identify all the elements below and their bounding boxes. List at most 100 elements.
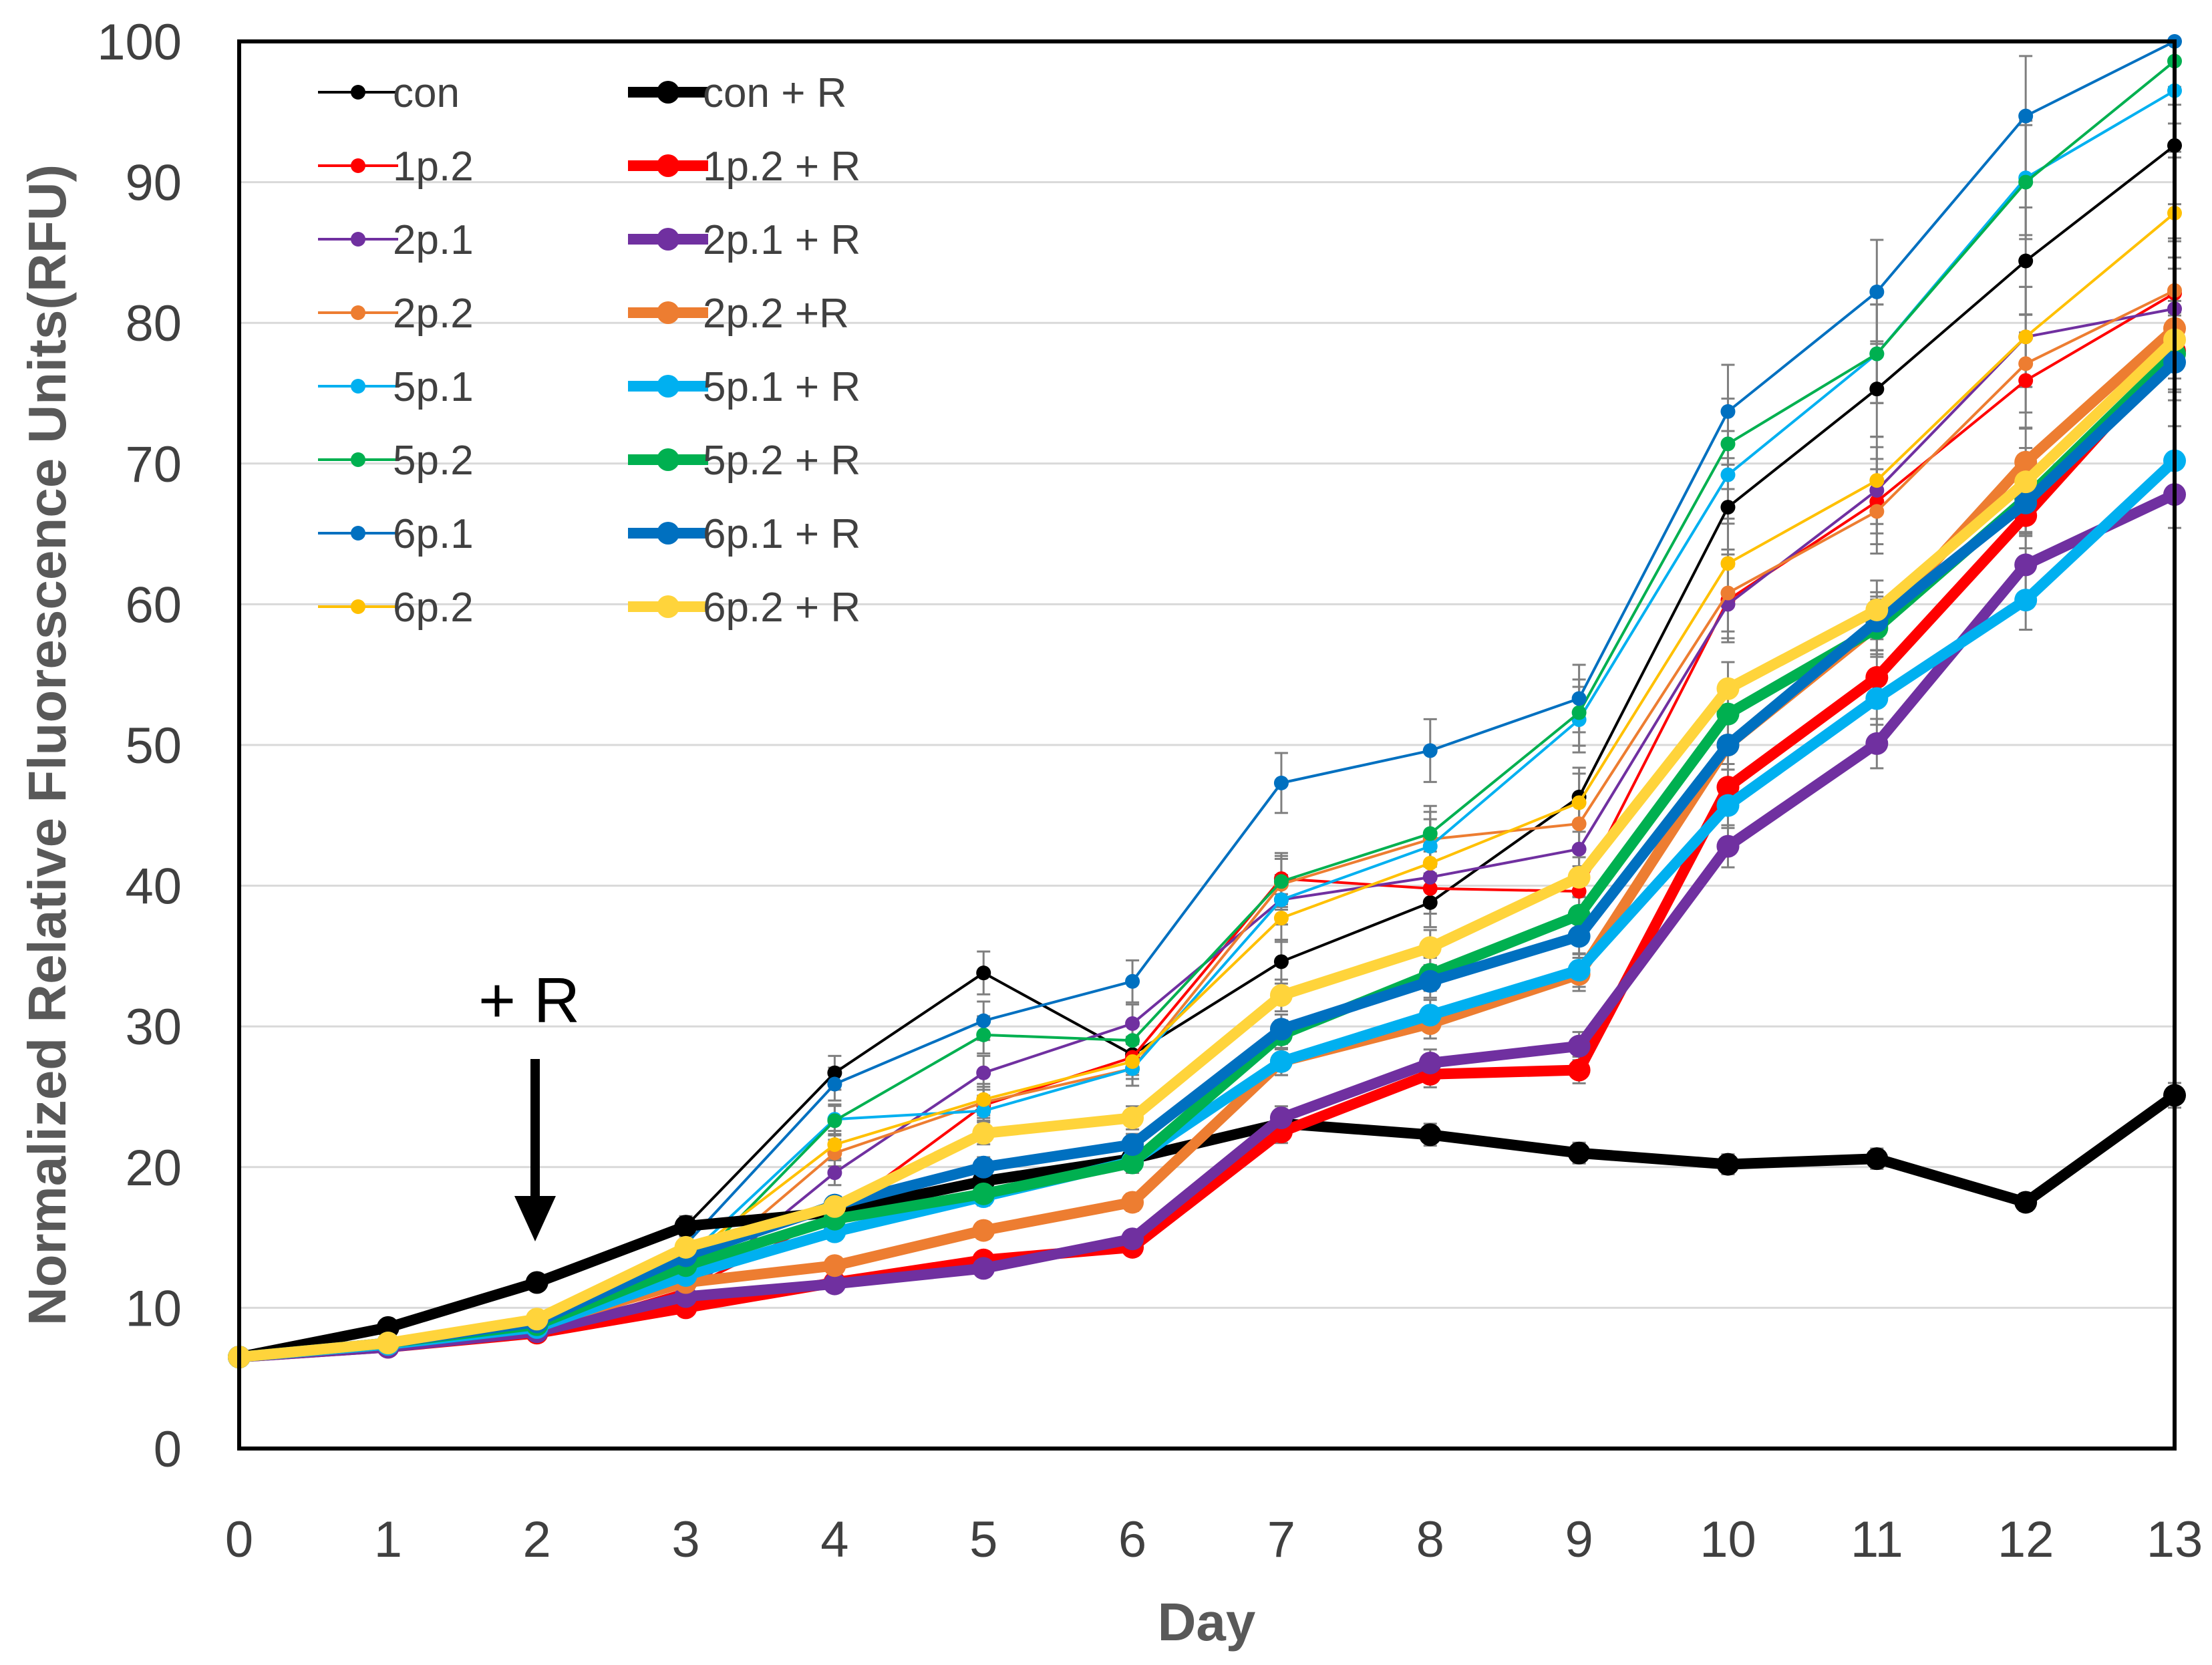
data-point — [1269, 1018, 1293, 1041]
x-tick-label: 12 — [1998, 1511, 2054, 1568]
data-point — [1125, 1016, 1140, 1031]
data-point — [976, 1065, 991, 1080]
data-point — [1865, 665, 1889, 689]
y-tick-label: 60 — [125, 577, 182, 633]
y-tick-label: 90 — [125, 155, 182, 212]
legend-swatch-marker — [657, 375, 679, 398]
data-point — [827, 1137, 842, 1153]
data-point — [2018, 373, 2034, 388]
x-tick-label: 11 — [1851, 1511, 1903, 1568]
data-point — [1418, 969, 1442, 993]
data-point — [1720, 467, 1736, 482]
data-point — [2018, 356, 2034, 371]
legend-item: 5p.2 + R — [628, 438, 860, 484]
data-point — [1567, 925, 1591, 948]
legend-swatch-marker — [351, 379, 365, 394]
data-point — [1716, 1153, 1740, 1176]
data-point — [1418, 1004, 1442, 1027]
data-point — [1422, 839, 1438, 854]
y-tick-label: 100 — [97, 14, 182, 71]
legend-label: 2p.2 +R — [703, 291, 849, 337]
data-point — [674, 1215, 697, 1238]
data-point — [1418, 1051, 1442, 1074]
legend-swatch-marker — [657, 522, 679, 545]
x-tick-label: 0 — [225, 1511, 253, 1568]
data-point — [1567, 1141, 1591, 1165]
legend-label: 2p.1 — [393, 217, 474, 263]
data-point — [1121, 1191, 1144, 1214]
data-point — [1571, 816, 1587, 831]
annotation-arrow-head — [514, 1196, 556, 1241]
data-point — [823, 1272, 846, 1296]
data-point — [976, 1013, 991, 1028]
legend-item: 2p.2 +R — [628, 291, 849, 337]
data-point — [1865, 598, 1889, 621]
data-point — [976, 1103, 991, 1118]
data-point — [972, 1122, 995, 1145]
data-point — [2018, 174, 2034, 190]
data-point — [1865, 732, 1889, 755]
data-point — [972, 1257, 995, 1280]
x-tick-label: 2 — [523, 1511, 551, 1568]
data-point — [827, 1065, 842, 1080]
y-axis-title: Normalized Relative Fluorescence Units(R… — [17, 164, 77, 1326]
data-point — [2014, 589, 2038, 612]
gridlines — [239, 181, 2175, 1309]
data-point — [1567, 1058, 1591, 1082]
legend-swatch-marker — [657, 595, 679, 618]
data-point — [1720, 404, 1736, 419]
y-axis-tick-labels: 0 10 20 30 40 50 60 70 80 90 100 — [97, 14, 182, 1478]
legend-item: 5p.2 — [318, 438, 474, 484]
series-lines — [228, 34, 2186, 1369]
data-point — [972, 1155, 995, 1179]
legend-swatch-marker — [351, 526, 365, 541]
y-tick-label: 10 — [125, 1280, 182, 1337]
y-tick-label: 40 — [125, 859, 182, 915]
data-point — [376, 1332, 400, 1355]
legend-swatch-marker — [657, 301, 679, 324]
data-point — [1121, 1106, 1144, 1130]
data-point — [1567, 865, 1591, 889]
x-tick-label: 10 — [1700, 1511, 1756, 1568]
data-point — [1571, 841, 1587, 857]
data-point — [1273, 892, 1289, 907]
data-point — [1716, 794, 1740, 817]
data-point — [1273, 911, 1289, 926]
data-point — [1716, 776, 1740, 799]
data-point — [1567, 1034, 1591, 1058]
data-point — [1716, 677, 1740, 700]
data-point — [2014, 553, 2038, 577]
legend-item: 6p.2 — [318, 585, 474, 631]
legend-label: 6p.1 + R — [703, 511, 860, 557]
y-tick-label: 20 — [125, 1140, 182, 1197]
data-point — [1422, 826, 1438, 841]
data-point — [823, 1195, 846, 1218]
legend-item: 5p.1 + R — [628, 364, 860, 410]
y-tick-label: 80 — [125, 295, 182, 352]
data-point — [1571, 795, 1587, 810]
legend-swatch-marker — [351, 599, 365, 614]
legend-item: 1p.2 + R — [628, 144, 860, 190]
legend-label: 1p.2 — [393, 144, 474, 190]
data-point — [1273, 874, 1289, 889]
data-point — [1269, 983, 1293, 1007]
y-tick-label: 0 — [154, 1421, 182, 1478]
legend-item: 6p.2 + R — [628, 585, 860, 631]
data-point — [1422, 855, 1438, 871]
legend-swatch-marker — [351, 232, 365, 247]
x-tick-label: 6 — [1118, 1511, 1146, 1568]
data-point — [1869, 284, 1885, 299]
data-point — [972, 1219, 995, 1242]
x-tick-label: 4 — [820, 1511, 848, 1568]
data-point — [1273, 954, 1289, 969]
legend-item: 1p.2 — [318, 144, 474, 190]
data-point — [976, 965, 991, 981]
legend-label: 5p.2 + R — [703, 438, 860, 484]
x-axis-tick-labels: 0 1 2 3 4 5 6 7 8 9 10 11 12 13 — [225, 1511, 2203, 1568]
data-point — [976, 1027, 991, 1042]
legend-label: con — [393, 70, 460, 116]
data-point — [827, 1165, 842, 1181]
data-point — [976, 1092, 991, 1107]
legend-item: 2p.1 + R — [628, 217, 860, 263]
data-point — [1125, 1033, 1140, 1048]
